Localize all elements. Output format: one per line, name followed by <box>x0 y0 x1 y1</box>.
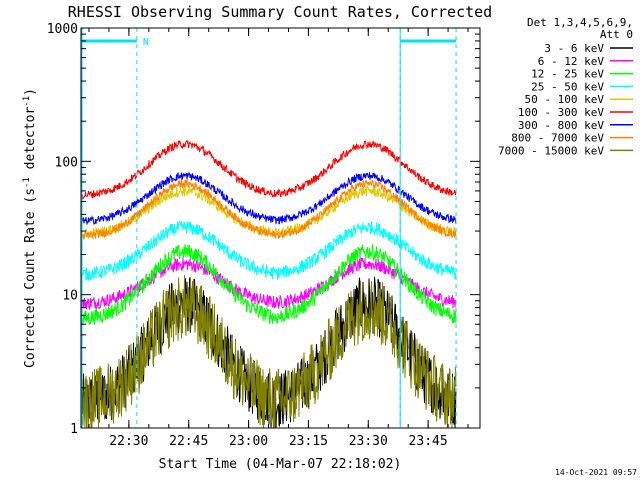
legend-item-label: 300 - 800 keV <box>518 119 604 132</box>
y-label-part-2: detector <box>23 107 38 178</box>
x-tick-label: 23:15 <box>289 434 328 449</box>
x-tick-label: 22:45 <box>169 434 208 449</box>
y-axis-label: Corrected Count Rate (s-1 detector-1) <box>22 88 38 368</box>
y-label-sup-1: -1 <box>22 177 32 188</box>
legend-item-label: 800 - 7000 keV <box>511 132 604 145</box>
x-tick-label: 22:30 <box>109 434 148 449</box>
x-tick-label: 23:45 <box>409 434 448 449</box>
legend-item-label: 6 - 12 keV <box>538 55 605 68</box>
marker-layer: N <box>81 28 457 428</box>
y-label-sup-2: -1 <box>22 96 32 107</box>
plot-frame <box>80 27 481 429</box>
legend-header-line-2: Att 0 <box>600 28 633 41</box>
legend-item-label: 50 - 100 keV <box>525 93 605 106</box>
attenuator-bar-label: N <box>143 37 149 48</box>
series-line-6 <box>81 171 457 225</box>
chart-title: RHESSI Observing Summary Count Rates, Co… <box>68 3 492 21</box>
x-axis-label: Start Time (04-Mar-07 22:18:02) <box>159 457 402 472</box>
legend-item-label: 3 - 6 keV <box>544 42 604 55</box>
series-line-8 <box>81 275 457 430</box>
y-tick-label: 1 <box>70 422 78 437</box>
x-tick-label: 23:00 <box>229 434 268 449</box>
x-tick-label: 23:30 <box>349 434 388 449</box>
legend-item-label: 100 - 300 keV <box>518 106 604 119</box>
footer-timestamp: 14-Oct-2021 09:57 <box>555 468 637 477</box>
y-tick-label: 100 <box>55 155 78 170</box>
series-line-2 <box>81 244 457 326</box>
legend-item-label: 25 - 50 keV <box>531 80 604 93</box>
series-line-3 <box>81 220 457 282</box>
y-tick-label: 10 <box>62 289 78 304</box>
series-line-5 <box>81 139 457 200</box>
tick-layer: 1 10 100 1000 22:30 22:45 23:00 23:15 23:30 23:45 <box>47 22 480 449</box>
legend-item-label: 7000 - 15000 keV <box>498 144 604 157</box>
series-line-7 <box>81 178 457 240</box>
legend-item-label: 12 - 25 keV <box>531 68 604 81</box>
y-label-part-3: ) <box>23 88 38 96</box>
y-label-part-1: Corrected Count Rate (s <box>23 188 38 368</box>
legend-header-line-1: Det 1,3,4,5,6,9, <box>527 16 633 29</box>
series-layer <box>81 139 457 430</box>
y-tick-label: 1000 <box>47 22 78 37</box>
